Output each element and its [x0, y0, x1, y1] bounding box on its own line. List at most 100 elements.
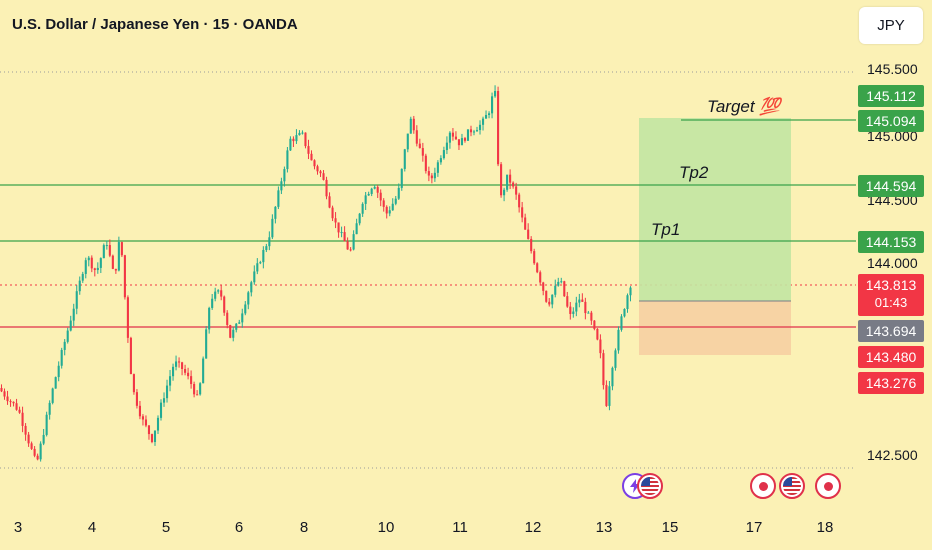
candle-body — [421, 148, 424, 156]
candle-body — [99, 258, 102, 268]
candle-body — [487, 113, 491, 116]
us-flag-icon[interactable] — [637, 473, 663, 499]
candle-body — [406, 133, 409, 150]
candle-body — [466, 129, 470, 141]
x-tick: 13 — [595, 519, 613, 536]
candle-body — [280, 181, 283, 191]
candle-body — [469, 129, 473, 133]
candle-body — [241, 313, 244, 323]
candle-body — [304, 132, 307, 147]
candle-body — [536, 263, 539, 273]
chart-title: U.S. Dollar / Japanese Yen · 15 · OANDA — [12, 16, 298, 33]
profit-zone — [639, 118, 791, 301]
candle-body — [481, 118, 485, 125]
candle-body — [454, 136, 457, 140]
candle-body — [208, 307, 211, 330]
candle-body — [205, 329, 208, 359]
candle-body — [328, 196, 331, 208]
candle-body — [560, 281, 563, 283]
candle-body — [554, 285, 557, 295]
candle-body — [355, 223, 358, 235]
current-price-tag: 143.813 01:43 — [858, 274, 924, 316]
candle-body — [617, 329, 620, 351]
candle-body — [475, 130, 479, 132]
candle-body — [15, 403, 18, 410]
candle-body — [105, 245, 108, 247]
tp1-price-tag: 144.153 — [858, 231, 924, 253]
candle-body — [108, 245, 111, 256]
candle-body — [596, 328, 599, 340]
candle-body — [460, 138, 464, 146]
support-price-tag: 143.694 — [858, 320, 924, 342]
candle-body — [199, 383, 202, 395]
candle-body — [150, 434, 154, 443]
candle-body — [292, 138, 295, 142]
candle-body — [433, 172, 436, 179]
candle-body — [316, 166, 319, 172]
candle-body — [268, 237, 271, 247]
candle-body — [593, 320, 596, 329]
candle-body — [373, 186, 376, 189]
candle-body — [24, 425, 27, 435]
us-flag-icon[interactable] — [779, 473, 805, 499]
candle-body — [84, 260, 87, 274]
currency-button[interactable]: JPY — [859, 7, 923, 44]
candle-body — [193, 384, 196, 395]
candle-body — [223, 296, 226, 313]
candle-body — [551, 294, 554, 305]
candle-body — [12, 401, 15, 404]
candle-body — [418, 143, 421, 149]
candle-body — [147, 425, 151, 435]
candle-body — [184, 368, 187, 373]
candle-body — [6, 396, 9, 402]
candle-body — [497, 91, 500, 165]
candle-body — [400, 168, 403, 188]
candle-body — [605, 385, 608, 406]
x-tick: 4 — [87, 519, 97, 536]
candle-body — [512, 182, 515, 187]
candle-body — [530, 238, 533, 252]
x-tick: 8 — [299, 519, 309, 536]
candle-body — [521, 207, 524, 218]
candle-body — [575, 302, 578, 312]
target-annotation[interactable]: Target 💯 — [707, 97, 781, 116]
candle-body — [271, 218, 274, 238]
candle-body — [533, 251, 536, 264]
candle-body — [500, 164, 503, 196]
red-dot-icon[interactable] — [750, 473, 776, 499]
candle-body — [211, 298, 214, 308]
candle-body — [409, 118, 412, 134]
candle-body — [75, 291, 78, 309]
candle-body — [253, 271, 256, 283]
tp2-annotation[interactable]: Tp2 — [679, 163, 709, 182]
y-tick: 142.500 — [867, 447, 918, 463]
candle-body — [451, 132, 454, 137]
candle-body — [331, 207, 334, 219]
candle-body — [623, 308, 626, 317]
candle-body — [608, 386, 611, 406]
candle-body — [313, 160, 316, 167]
x-tick: 11 — [452, 519, 468, 536]
candle-body — [388, 210, 391, 214]
candle-body — [135, 392, 138, 406]
candle-body — [235, 323, 238, 330]
stop-price-tag: 143.480 — [858, 346, 924, 368]
candle-body — [51, 388, 54, 403]
red-dot-icon[interactable] — [815, 473, 841, 499]
candle-body — [626, 295, 629, 309]
candle-body — [427, 171, 430, 176]
candle-body — [382, 200, 385, 207]
candle-body — [21, 412, 24, 426]
candle-body — [391, 203, 394, 211]
candle-body — [361, 203, 364, 214]
candle-body — [165, 385, 169, 399]
candle-body — [614, 350, 617, 368]
candle-body — [527, 229, 530, 239]
candle-body — [518, 194, 521, 208]
y-tick: 144.000 — [867, 255, 918, 271]
candle-body — [81, 273, 84, 281]
candle-body — [232, 329, 235, 338]
candle-body — [430, 175, 433, 179]
tp1-annotation[interactable]: Tp1 — [651, 220, 681, 239]
